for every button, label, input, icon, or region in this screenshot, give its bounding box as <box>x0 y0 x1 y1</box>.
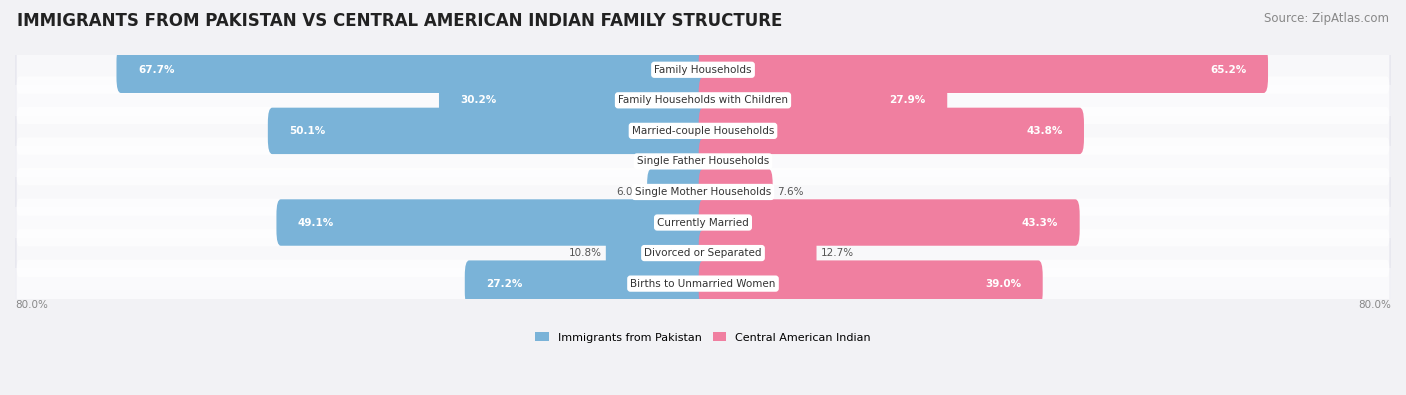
FancyBboxPatch shape <box>17 137 1389 185</box>
Text: IMMIGRANTS FROM PAKISTAN VS CENTRAL AMERICAN INDIAN FAMILY STRUCTURE: IMMIGRANTS FROM PAKISTAN VS CENTRAL AMER… <box>17 12 782 30</box>
Text: Single Mother Households: Single Mother Households <box>636 187 770 197</box>
FancyBboxPatch shape <box>699 47 1268 93</box>
Text: 67.7%: 67.7% <box>138 65 174 75</box>
Text: Married-couple Households: Married-couple Households <box>631 126 775 136</box>
FancyBboxPatch shape <box>17 168 1389 216</box>
FancyBboxPatch shape <box>681 138 707 184</box>
FancyBboxPatch shape <box>647 169 707 215</box>
Text: 12.7%: 12.7% <box>821 248 853 258</box>
FancyBboxPatch shape <box>465 260 707 307</box>
FancyBboxPatch shape <box>267 108 707 154</box>
FancyBboxPatch shape <box>699 169 773 215</box>
FancyBboxPatch shape <box>15 85 1391 116</box>
Text: Single Father Households: Single Father Households <box>637 156 769 166</box>
Text: 30.2%: 30.2% <box>461 95 496 105</box>
Text: 65.2%: 65.2% <box>1211 65 1247 75</box>
Text: Source: ZipAtlas.com: Source: ZipAtlas.com <box>1264 12 1389 25</box>
FancyBboxPatch shape <box>17 199 1389 246</box>
FancyBboxPatch shape <box>15 146 1391 177</box>
Text: Family Households: Family Households <box>654 65 752 75</box>
FancyBboxPatch shape <box>17 46 1389 94</box>
Text: 7.6%: 7.6% <box>778 187 803 197</box>
FancyBboxPatch shape <box>17 107 1389 155</box>
FancyBboxPatch shape <box>15 177 1391 207</box>
Text: 6.0%: 6.0% <box>616 187 643 197</box>
Text: 27.2%: 27.2% <box>486 278 523 289</box>
Text: Births to Unmarried Women: Births to Unmarried Women <box>630 278 776 289</box>
FancyBboxPatch shape <box>439 77 707 124</box>
FancyBboxPatch shape <box>15 55 1391 85</box>
FancyBboxPatch shape <box>15 207 1391 238</box>
FancyBboxPatch shape <box>699 260 1043 307</box>
FancyBboxPatch shape <box>17 77 1389 124</box>
FancyBboxPatch shape <box>699 108 1084 154</box>
Text: 10.8%: 10.8% <box>568 248 602 258</box>
Text: 43.8%: 43.8% <box>1026 126 1063 136</box>
FancyBboxPatch shape <box>699 77 948 124</box>
Text: 80.0%: 80.0% <box>15 299 48 310</box>
FancyBboxPatch shape <box>15 268 1391 299</box>
Text: 39.0%: 39.0% <box>986 278 1021 289</box>
Text: 2.7%: 2.7% <box>735 156 761 166</box>
FancyBboxPatch shape <box>699 199 1080 246</box>
FancyBboxPatch shape <box>699 230 817 276</box>
Text: 27.9%: 27.9% <box>890 95 925 105</box>
Text: Currently Married: Currently Married <box>657 218 749 228</box>
Legend: Immigrants from Pakistan, Central American Indian: Immigrants from Pakistan, Central Americ… <box>531 328 875 347</box>
Text: 49.1%: 49.1% <box>298 218 335 228</box>
FancyBboxPatch shape <box>17 229 1389 277</box>
FancyBboxPatch shape <box>606 230 707 276</box>
Text: Family Households with Children: Family Households with Children <box>619 95 787 105</box>
Text: 80.0%: 80.0% <box>1358 299 1391 310</box>
Text: Divorced or Separated: Divorced or Separated <box>644 248 762 258</box>
Text: 2.1%: 2.1% <box>650 156 676 166</box>
Text: 50.1%: 50.1% <box>290 126 326 136</box>
Text: 43.3%: 43.3% <box>1022 218 1059 228</box>
FancyBboxPatch shape <box>15 116 1391 146</box>
FancyBboxPatch shape <box>15 238 1391 268</box>
FancyBboxPatch shape <box>117 47 707 93</box>
FancyBboxPatch shape <box>17 260 1389 307</box>
FancyBboxPatch shape <box>699 138 731 184</box>
FancyBboxPatch shape <box>277 199 707 246</box>
